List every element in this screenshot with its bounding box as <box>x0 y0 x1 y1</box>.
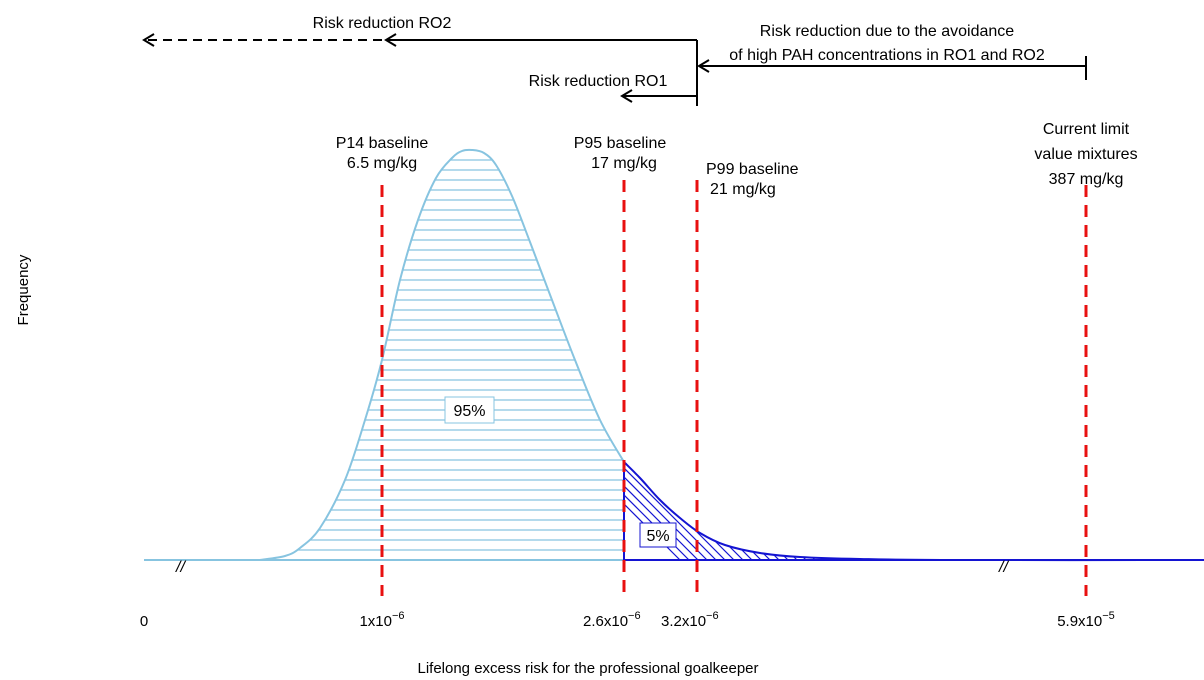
svg-text:of high PAH concentrations in: of high PAH concentrations in RO1 and RO… <box>729 47 1045 64</box>
hatch-line <box>730 462 852 561</box>
arrow-avoidance: Risk reduction due to the avoidance of h… <box>696 23 1087 106</box>
main-area-hatching <box>260 159 624 560</box>
svg-text:P99 baseline: P99 baseline <box>706 161 799 178</box>
svg-text:2.6x10−6: 2.6x10−6 <box>583 610 641 630</box>
hatch-line <box>667 462 789 561</box>
arrow-ro2: Risk reduction RO2 <box>142 15 697 47</box>
x-tick-5.9e-5: 5.9x10−5 <box>1057 610 1115 630</box>
svg-text:95%: 95% <box>453 403 485 420</box>
svg-text:3.2x10−6: 3.2x10−6 <box>661 610 719 630</box>
hatch-line <box>775 462 897 561</box>
svg-text:Risk reduction RO2: Risk reduction RO2 <box>313 15 452 32</box>
hatch-line <box>748 462 870 561</box>
hatch-line <box>757 462 879 561</box>
hatch-line <box>739 462 861 561</box>
area-label-95: 95% <box>444 396 495 424</box>
svg-text:21 mg/kg: 21 mg/kg <box>710 181 776 198</box>
hatch-line <box>856 462 978 561</box>
y-axis-label: Frequency <box>15 254 32 325</box>
hatch-line <box>820 462 942 561</box>
hatch-line <box>892 462 1014 561</box>
hatch-line <box>721 462 843 561</box>
svg-text:P95 baseline: P95 baseline <box>574 135 667 152</box>
hatch-line <box>838 462 960 561</box>
hatch-line <box>703 462 825 561</box>
svg-text:P14 baseline: P14 baseline <box>336 135 429 152</box>
svg-text:5.9x10−5: 5.9x10−5 <box>1057 610 1115 630</box>
area-label-5: 5% <box>639 522 677 548</box>
svg-text:0: 0 <box>140 613 148 630</box>
hatch-line <box>802 462 924 561</box>
hatch-line <box>624 462 699 561</box>
hatch-line <box>624 462 708 561</box>
x-tick-0: 0 <box>140 613 148 630</box>
x-tick-1e-6: 1x10−6 <box>359 610 404 630</box>
x-tick-3.2e-6: 3.2x10−6 <box>661 610 719 630</box>
hatch-line <box>829 462 951 561</box>
hatch-line <box>883 462 1005 561</box>
x-tick-2.6e-6: 2.6x10−6 <box>583 610 641 630</box>
tail-area-hatching <box>624 462 1014 561</box>
svg-text:value mixtures: value mixtures <box>1034 146 1137 163</box>
hatch-line <box>784 462 906 561</box>
arrow-ro1: Risk reduction RO1 <box>529 73 697 103</box>
hatch-line <box>676 462 798 561</box>
svg-text:Risk reduction RO1: Risk reduction RO1 <box>529 73 668 90</box>
svg-text:387 mg/kg: 387 mg/kg <box>1049 171 1124 188</box>
hatch-line <box>793 462 915 561</box>
svg-text://: // <box>175 559 186 576</box>
svg-text:1x10−6: 1x10−6 <box>359 610 404 630</box>
hatch-line <box>811 462 933 561</box>
hatch-line <box>685 462 807 561</box>
axis-break-right: // <box>998 559 1009 576</box>
hatch-line <box>874 462 996 561</box>
axis-break-left: // <box>175 559 186 576</box>
hatch-line <box>847 462 969 561</box>
distribution-curve-main <box>259 148 625 561</box>
label-p99: P99 baseline 21 mg/kg <box>706 161 799 198</box>
svg-text:6.5 mg/kg: 6.5 mg/kg <box>347 155 417 172</box>
hatch-line <box>694 462 816 561</box>
hatch-line <box>865 462 987 561</box>
hatch-line <box>766 462 888 561</box>
svg-text:Risk reduction due to the avoi: Risk reduction due to the avoidance <box>760 23 1014 40</box>
svg-text:17 mg/kg: 17 mg/kg <box>591 155 657 172</box>
svg-text:5%: 5% <box>646 528 669 545</box>
hatch-line <box>712 462 834 561</box>
svg-text:Current limit: Current limit <box>1043 121 1130 138</box>
x-axis-label: Lifelong excess risk for the professiona… <box>417 660 758 677</box>
svg-text://: // <box>998 559 1009 576</box>
label-current-limit: Current limit value mixtures 387 mg/kg <box>1034 121 1137 188</box>
label-p95: P95 baseline 17 mg/kg <box>574 135 667 172</box>
label-p14: P14 baseline 6.5 mg/kg <box>336 135 429 172</box>
